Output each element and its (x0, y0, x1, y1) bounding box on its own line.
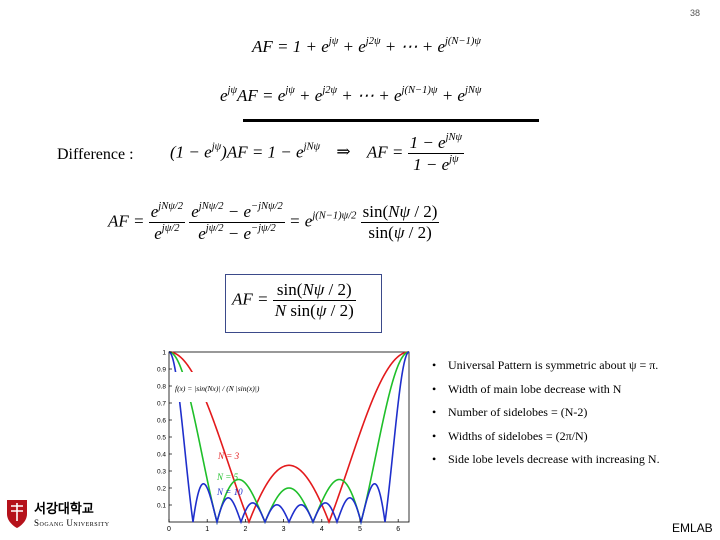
series-label-1: N = 5 (216, 472, 239, 482)
equation-shifted-sum: ejψAF = ejψ + ej2ψ + ⋯ + ej(N−1)ψ + ejNψ (220, 85, 482, 105)
list-item: • Side lobe levels decrease with increasi… (432, 452, 660, 466)
university-emblem-icon: 서강대학교 Sogang University (7, 500, 110, 528)
x-tick-label: 1 (205, 526, 209, 533)
y-tick-label: 0.7 (157, 401, 166, 408)
equation-normalized-af: AF = sin(Nψ / 2) N sin(ψ / 2) (232, 280, 356, 320)
y-tick-label: 0.8 (157, 384, 166, 391)
series-line-1 (168, 351, 410, 526)
bullet-icon: • (432, 358, 437, 372)
equation-af-ratio: AF = ejNψ/2 ejψ/2 ejNψ/2 − e−jNψ/2 ejψ/2… (108, 201, 440, 243)
equation-difference: (1 − ejψ)AF = 1 − ejNψ ⇒ AF = 1 − ejNψ 1… (170, 132, 465, 174)
university-english-name: Sogang University (34, 518, 110, 528)
y-tick-label: 0.2 (157, 486, 166, 493)
implies-arrow: ⇒ (336, 142, 351, 162)
y-tick-label: 0.5 (157, 435, 166, 442)
x-tick-label: 4 (320, 526, 324, 533)
array-factor-chart: 0 1 2 3 4 5 6 0.1 0.2 0.3 0.4 0.5 0.6 0.7 0.8 0.9 1 f(x) … (157, 350, 410, 533)
x-tick-label: 6 (396, 526, 400, 533)
page-number: 38 (690, 8, 701, 18)
y-tick-label: 0.4 (157, 452, 166, 459)
list-item: • Widths of sidelobes = (2π/N) (432, 428, 588, 443)
x-tick-label: 2 (243, 526, 247, 533)
list-item: • Number of sidelobes = (N-2) (432, 405, 588, 419)
series-label-0: N = 3 (217, 451, 240, 461)
formula-label-bg (173, 372, 243, 402)
x-tick-label: 0 (167, 526, 171, 533)
series-line-0 (169, 351, 409, 525)
normalized-af-box: AF = sin(Nψ / 2) N sin(ψ / 2) (225, 274, 382, 333)
footer-lab-label: EMLAB (672, 521, 713, 535)
y-tick-label: 1 (162, 350, 166, 357)
x-tick-label: 5 (358, 526, 362, 533)
subtraction-rule (243, 119, 539, 122)
difference-label: Difference : (57, 146, 134, 163)
y-tick-label: 0.9 (157, 367, 166, 374)
university-korean-name: 서강대학교 (34, 501, 94, 517)
y-tick-label: 0.1 (157, 503, 166, 510)
bullet-icon: • (432, 405, 437, 419)
bullet-list: • Universal Pattern is symmetric about ψ … (432, 358, 717, 476)
university-logo: 서강대학교 Sogang University (4, 497, 134, 538)
y-tick-label: 0.6 (157, 418, 166, 425)
list-item: • Universal Pattern is symmetric about ψ … (432, 358, 659, 372)
x-tick-label: 3 (282, 526, 286, 533)
formula-label: f(x) = |sin(Nx)| / (N |sin(x)|) (175, 384, 260, 393)
y-tick-label: 0.3 (157, 469, 166, 476)
bullet-icon: • (432, 452, 437, 466)
equation-af-sum: AF = 1 + ejψ + ej2ψ + ⋯ + ej(N−1)ψ (252, 36, 481, 56)
list-item: • Width of main lobe decrease with N (432, 381, 622, 396)
bullet-icon: • (432, 428, 437, 443)
series-line-2 (168, 351, 410, 526)
bullet-icon: • (432, 381, 437, 396)
series-label-2: N = 10 (216, 487, 243, 497)
